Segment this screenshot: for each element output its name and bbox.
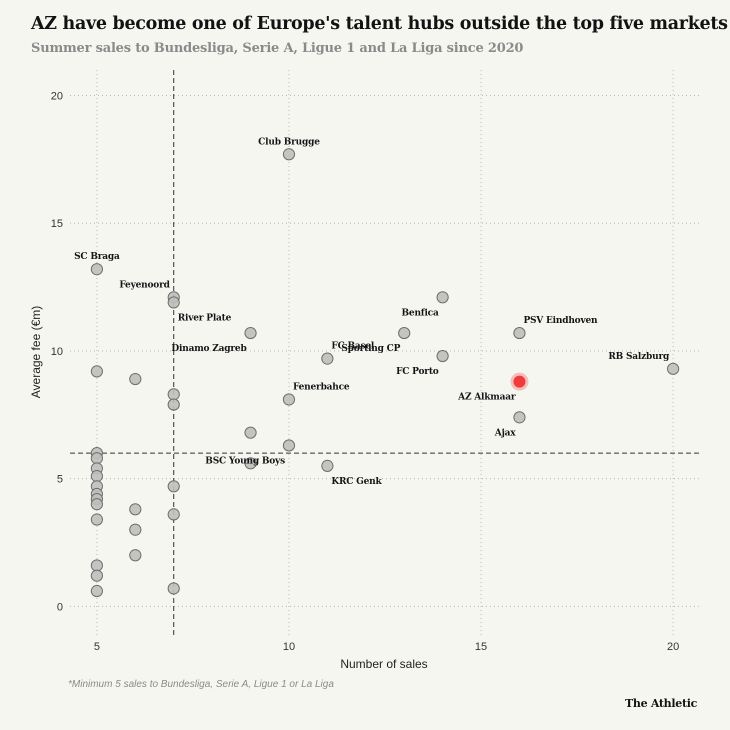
- point-label: Fenerbahce: [293, 382, 350, 392]
- data-point: [513, 326, 526, 340]
- y-tick-label: 5: [57, 474, 63, 486]
- point-label: Club Brugge: [258, 137, 320, 147]
- x-tick-label: 5: [94, 641, 100, 653]
- data-point: [90, 498, 103, 511]
- data-point: [167, 582, 180, 595]
- point-labels: Club Brugge SC Braga Feyenoord River Plate B…: [74, 137, 670, 487]
- point-label: BSC Young Boys: [205, 456, 285, 466]
- data-point: [129, 372, 142, 386]
- point-label: FC Porto: [396, 367, 439, 377]
- data-point: [167, 480, 180, 493]
- x-tick-label: 15: [475, 641, 487, 653]
- data-point: [90, 469, 103, 483]
- data-point: [282, 393, 296, 406]
- point-label: Feyenoord: [119, 280, 170, 290]
- data-point: [90, 263, 103, 276]
- data-point: [167, 508, 180, 521]
- data-point: [244, 457, 257, 470]
- data-point: [129, 503, 142, 516]
- point-label: Benfica: [402, 308, 439, 318]
- x-axis-label: Number of sales: [340, 657, 427, 671]
- data-point: [90, 513, 103, 526]
- point-label: River Plate: [178, 313, 232, 323]
- data-point: [667, 362, 680, 375]
- grid-lines: [70, 70, 700, 637]
- data-point: [90, 452, 103, 465]
- data-point: [398, 326, 411, 340]
- data-point: [167, 398, 180, 411]
- data-point: [90, 569, 103, 582]
- data-point: [167, 388, 180, 401]
- data-point: [90, 559, 103, 572]
- chart-subtitle: Summer sales to Bundesliga, Serie A, Lig…: [31, 41, 524, 56]
- data-point: [129, 523, 142, 536]
- data-point: [436, 349, 449, 363]
- chart-title: AZ have become one of Europe's talent hu…: [31, 14, 728, 34]
- point-label: KRC Genk: [331, 477, 382, 487]
- x-tick-label: 10: [283, 641, 295, 653]
- y-tick-label: 20: [51, 91, 63, 103]
- data-point: [513, 411, 526, 424]
- y-tick-label: 0: [57, 601, 63, 613]
- brand-logo-text: The Athletic: [625, 697, 697, 710]
- data-point: [436, 291, 449, 304]
- data-point: [167, 296, 180, 309]
- data-point: [244, 326, 257, 340]
- point-label: RB Salzburg: [608, 352, 670, 362]
- data-point: [321, 352, 334, 365]
- x-tick-label: 20: [667, 641, 679, 653]
- footnote: *Minimum 5 sales to Bundesliga, Serie A,…: [68, 679, 334, 690]
- y-tick-label: 15: [51, 218, 63, 230]
- data-points: [90, 148, 680, 598]
- reference-lines: [70, 70, 700, 637]
- axis-ticks: 5 10 15 20 0 5 10 15 20: [51, 91, 679, 653]
- point-label: Sporting CP: [341, 344, 400, 354]
- y-tick-label: 10: [51, 346, 63, 358]
- point-label: SC Braga: [74, 252, 120, 262]
- data-point: [244, 426, 257, 439]
- point-label: FC Basel: [331, 342, 375, 352]
- data-point: [321, 459, 334, 472]
- point-label: Dinamo Zagreb: [171, 344, 246, 354]
- data-point-highlight: [513, 375, 526, 388]
- point-label: AZ Alkmaar: [457, 393, 516, 403]
- data-point: [90, 584, 103, 598]
- point-label: PSV Eindhoven: [523, 316, 598, 326]
- y-axis-label: Average fee (€m): [29, 306, 43, 399]
- data-point: [282, 148, 296, 161]
- data-point: [90, 365, 103, 378]
- data-point: [129, 549, 142, 562]
- data-point: [282, 439, 296, 452]
- point-label: Ajax: [494, 428, 516, 438]
